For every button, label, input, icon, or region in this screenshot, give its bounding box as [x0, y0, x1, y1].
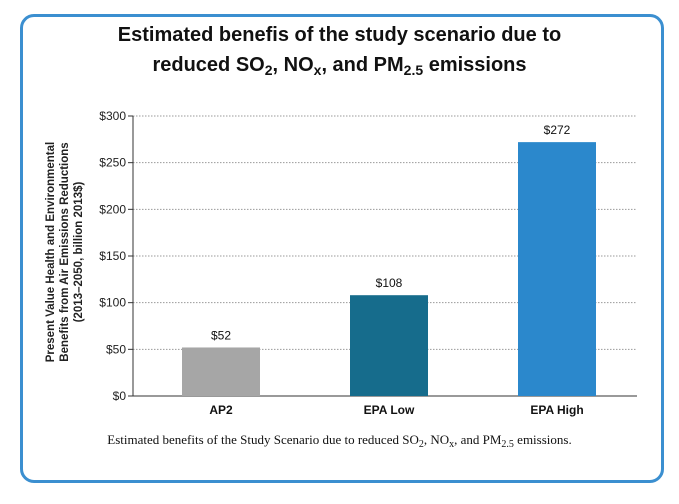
x-category-label: EPA Low: [364, 403, 415, 417]
title-line-1: Estimated benefis of the study scenario …: [117, 24, 562, 46]
bar: [350, 295, 428, 396]
y-tick-label: $0: [113, 389, 127, 403]
bar: [518, 142, 596, 396]
caption-text: , and PM: [454, 432, 502, 447]
title-text: , NO: [272, 54, 314, 76]
y-tick-label: $150: [99, 249, 126, 263]
data-label: $272: [544, 123, 571, 137]
caption-text: Estimated benefits of the Study Scenario…: [107, 432, 419, 447]
caption-subscript: x: [449, 439, 455, 450]
title-subscript: 2.5: [403, 62, 424, 78]
y-tick-label: $250: [99, 156, 126, 170]
bar: [182, 347, 260, 396]
x-category-label: EPA High: [530, 403, 583, 417]
title-text: , and PM: [321, 54, 404, 76]
title-subscript: 2: [264, 62, 273, 78]
y-tick-label: $300: [99, 109, 126, 123]
y-tick-label: $100: [99, 296, 126, 310]
figure-caption: Estimated benefits of the Study Scenario…: [20, 432, 659, 450]
data-label: $52: [211, 328, 231, 342]
title-subscript: x: [313, 62, 322, 78]
caption-subscript: 2: [418, 439, 424, 450]
chart-title: Estimated benefis of the study scenario …: [20, 20, 659, 85]
data-label: $108: [376, 276, 403, 290]
title-text: emissions: [423, 54, 527, 76]
caption-text: , NO: [423, 432, 450, 447]
caption-text: emissions.: [513, 432, 572, 447]
title-text: reduced SO: [152, 54, 265, 76]
caption-subscript: 2.5: [501, 439, 514, 450]
y-tick-label: $200: [99, 202, 126, 216]
x-category-label: AP2: [209, 403, 233, 417]
y-tick-label: $50: [106, 342, 126, 356]
title-line-2: reduced SO2, NOx, and PM2.5 emissions: [20, 50, 659, 85]
